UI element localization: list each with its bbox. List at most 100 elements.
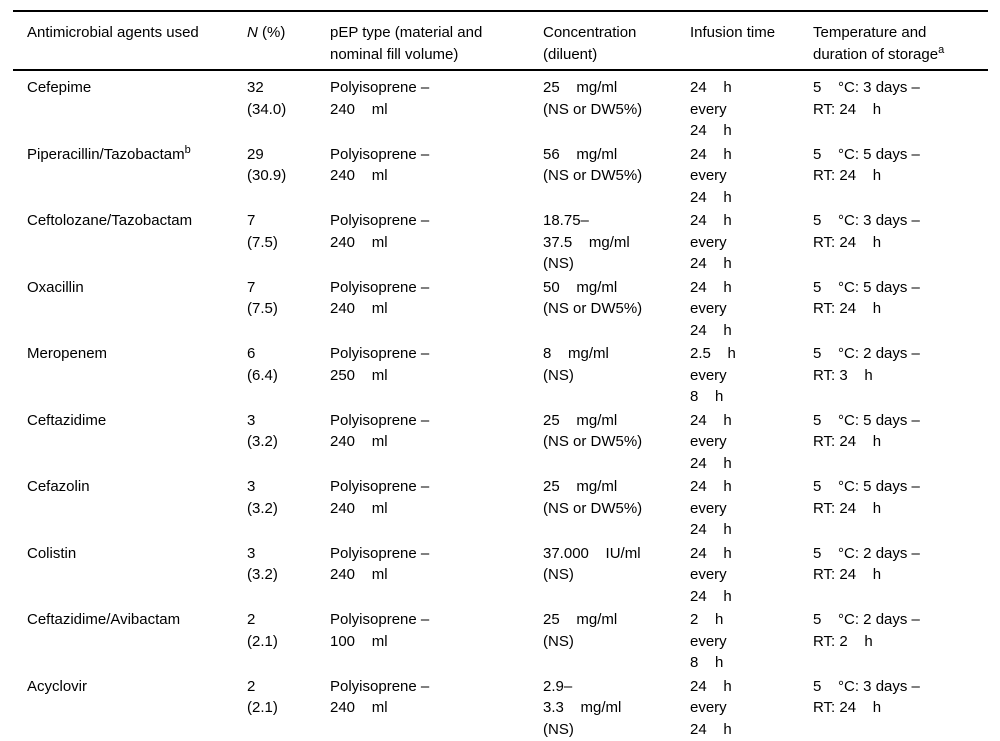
footnote-marker-a: a — [938, 43, 945, 56]
temperature-storage-value: 5 °C: 5 days – RT: 24 h — [813, 411, 920, 451]
pep-type-value: Polyisoprene – 100 ml — [330, 611, 430, 650]
concentration-value: 56 mg/ml (NS or DW5%) — [543, 145, 643, 185]
temperature-storage-value: 5 °C: 2 days – RT: 3 h — [813, 345, 920, 384]
infusion-time-value: 24 h every 24 h — [690, 278, 732, 339]
column-header-concentration: Concentration (diluent) — [543, 11, 690, 71]
cell-pep-type: Polyisoprene – 240 ml — [330, 476, 543, 543]
pep-type-value: Polyisoprene – 250 ml — [330, 345, 430, 384]
cell-agent: Cefepime — [13, 70, 247, 144]
agent-name: Ceftazidime — [27, 411, 107, 429]
agent-name: Ceftazidime/Avibactam — [27, 611, 181, 628]
cell-infusion-time: 24 h every 24 h — [690, 476, 813, 543]
cell-infusion-time: 2 h every 8 h — [690, 609, 813, 676]
table-row: Ceftazidime 3 (3.2) Polyisoprene – 240 m… — [13, 410, 988, 477]
cell-pep-type: Polyisoprene – 240 ml — [330, 210, 543, 277]
agent-name: Oxacillin — [27, 278, 84, 296]
temperature-storage-value: 5 °C: 5 days – RT: 24 h — [813, 478, 920, 517]
cell-temperature-storage: 5 °C: 3 days – RT: 24 h — [813, 210, 988, 277]
cell-infusion-time: 24 h every 24 h — [690, 543, 813, 610]
concentration-value: 25 mg/ml (NS or DW5%) — [543, 411, 643, 451]
cell-infusion-time: 24 h every 24 h — [690, 277, 813, 344]
column-header-label: Concentration (diluent) — [543, 24, 637, 63]
cell-agent: Ceftolozane/Tazobactam — [13, 210, 247, 277]
cell-n-percent: 2 (2.1) — [247, 609, 330, 676]
cell-infusion-time: 24 h every 24 h — [690, 410, 813, 477]
column-header-label: Temperature and duration of storage — [813, 24, 939, 63]
cell-n-percent: 32 (34.0) — [247, 70, 330, 144]
n-percent-value: 2 (2.1) — [247, 677, 278, 717]
cell-n-percent: 2 (2.1) — [247, 676, 330, 741]
temperature-storage-value: 5 °C: 2 days – RT: 24 h — [813, 544, 920, 584]
temperature-storage-value: 5 °C: 3 days – RT: 24 h — [813, 79, 920, 118]
concentration-value: 25 mg/ml (NS or DW5%) — [543, 79, 643, 118]
column-header-infusion-time: Infusion time — [690, 11, 813, 71]
cell-infusion-time: 24 h every 24 h — [690, 676, 813, 741]
concentration-value: 37.000 IU/ml (NS) — [543, 544, 641, 584]
cell-pep-type: Polyisoprene – 100 ml — [330, 609, 543, 676]
agent-name: Acyclovir — [27, 677, 88, 695]
infusion-time-value: 24 h every 24 h — [690, 145, 732, 206]
pep-type-value: Polyisoprene – 240 ml — [330, 544, 430, 584]
pep-type-value: Polyisoprene – 240 ml — [330, 411, 430, 451]
temperature-storage-value: 5 °C: 3 days – RT: 24 h — [813, 212, 920, 251]
infusion-time-value: 2 h every 8 h — [690, 611, 727, 671]
column-header-n-percent: N (%) — [247, 11, 330, 71]
cell-pep-type: Polyisoprene – 240 ml — [330, 144, 543, 211]
cell-concentration: 2.9– 3.3 mg/ml (NS) — [543, 676, 690, 741]
cell-infusion-time: 2.5 h every 8 h — [690, 343, 813, 410]
column-header-label: pEP type (material and nominal fill volu… — [330, 24, 483, 63]
concentration-value: 8 mg/ml (NS) — [543, 345, 609, 384]
cell-n-percent: 29 (30.9) — [247, 144, 330, 211]
table-row: Colistin 3 (3.2) Polyisoprene – 240 ml 3… — [13, 543, 988, 610]
cell-n-percent: 6 (6.4) — [247, 343, 330, 410]
n-percent-value: 7 (7.5) — [247, 278, 278, 318]
cell-agent: Oxacillin — [13, 277, 247, 344]
temperature-storage-value: 5 °C: 5 days – RT: 24 h — [813, 278, 920, 318]
cell-agent: Meropenem — [13, 343, 247, 410]
cell-concentration: 25 mg/ml (NS or DW5%) — [543, 476, 690, 543]
footnote-marker: b — [184, 143, 191, 156]
cell-temperature-storage: 5 °C: 2 days – RT: 2 h — [813, 609, 988, 676]
table-row: Meropenem 6 (6.4) Polyisoprene – 250 ml … — [13, 343, 988, 410]
cell-n-percent: 3 (3.2) — [247, 476, 330, 543]
cell-concentration: 8 mg/ml (NS) — [543, 343, 690, 410]
cell-concentration: 50 mg/ml (NS or DW5%) — [543, 277, 690, 344]
cell-n-percent: 3 (3.2) — [247, 543, 330, 610]
temperature-storage-value: 5 °C: 5 days – RT: 24 h — [813, 145, 920, 185]
cell-agent: Cefazolin — [13, 476, 247, 543]
column-header-n-italic: N — [247, 24, 258, 41]
column-header-label: Antimicrobial agents used — [27, 24, 199, 41]
pep-type-value: Polyisoprene – 240 ml — [330, 212, 430, 251]
agent-name: Cefepime — [27, 79, 92, 96]
cell-temperature-storage: 5 °C: 5 days – RT: 24 h — [813, 476, 988, 543]
cell-pep-type: Polyisoprene – 250 ml — [330, 343, 543, 410]
cell-n-percent: 7 (7.5) — [247, 277, 330, 344]
n-percent-value: 3 (3.2) — [247, 478, 278, 517]
table-row: Ceftolozane/Tazobactam 7 (7.5) Polyisopr… — [13, 210, 988, 277]
cell-concentration: 18.75– 37.5 mg/ml (NS) — [543, 210, 690, 277]
cell-concentration: 37.000 IU/ml (NS) — [543, 543, 690, 610]
cell-n-percent: 3 (3.2) — [247, 410, 330, 477]
table-body: Cefepime 32 (34.0) Polyisoprene – 240 ml… — [13, 70, 988, 741]
table-header: Antimicrobial agents used N (%) pEP type… — [13, 11, 988, 71]
cell-agent: Ceftazidime — [13, 410, 247, 477]
infusion-time-value: 24 h every 24 h — [690, 544, 732, 605]
infusion-time-value: 24 h every 24 h — [690, 478, 732, 538]
cell-concentration: 25 mg/ml (NS) — [543, 609, 690, 676]
cell-pep-type: Polyisoprene – 240 ml — [330, 676, 543, 741]
pep-type-value: Polyisoprene – 240 ml — [330, 478, 430, 517]
cell-n-percent: 7 (7.5) — [247, 210, 330, 277]
cell-temperature-storage: 5 °C: 3 days – RT: 24 h — [813, 70, 988, 144]
cell-infusion-time: 24 h every 24 h — [690, 70, 813, 144]
agent-name: Meropenem — [27, 345, 108, 362]
n-percent-value: 29 (30.9) — [247, 145, 287, 185]
cell-concentration: 25 mg/ml (NS or DW5%) — [543, 410, 690, 477]
temperature-storage-value: 5 °C: 2 days – RT: 2 h — [813, 611, 920, 650]
cell-temperature-storage: 5 °C: 2 days – RT: 24 h — [813, 543, 988, 610]
cell-infusion-time: 24 h every 24 h — [690, 210, 813, 277]
column-header-temperature-storage: Temperature and duration of storagea — [813, 11, 988, 71]
temperature-storage-value: 5 °C: 3 days – RT: 24 h — [813, 677, 920, 717]
infusion-time-value: 2.5 h every 8 h — [690, 345, 736, 405]
cell-concentration: 56 mg/ml (NS or DW5%) — [543, 144, 690, 211]
